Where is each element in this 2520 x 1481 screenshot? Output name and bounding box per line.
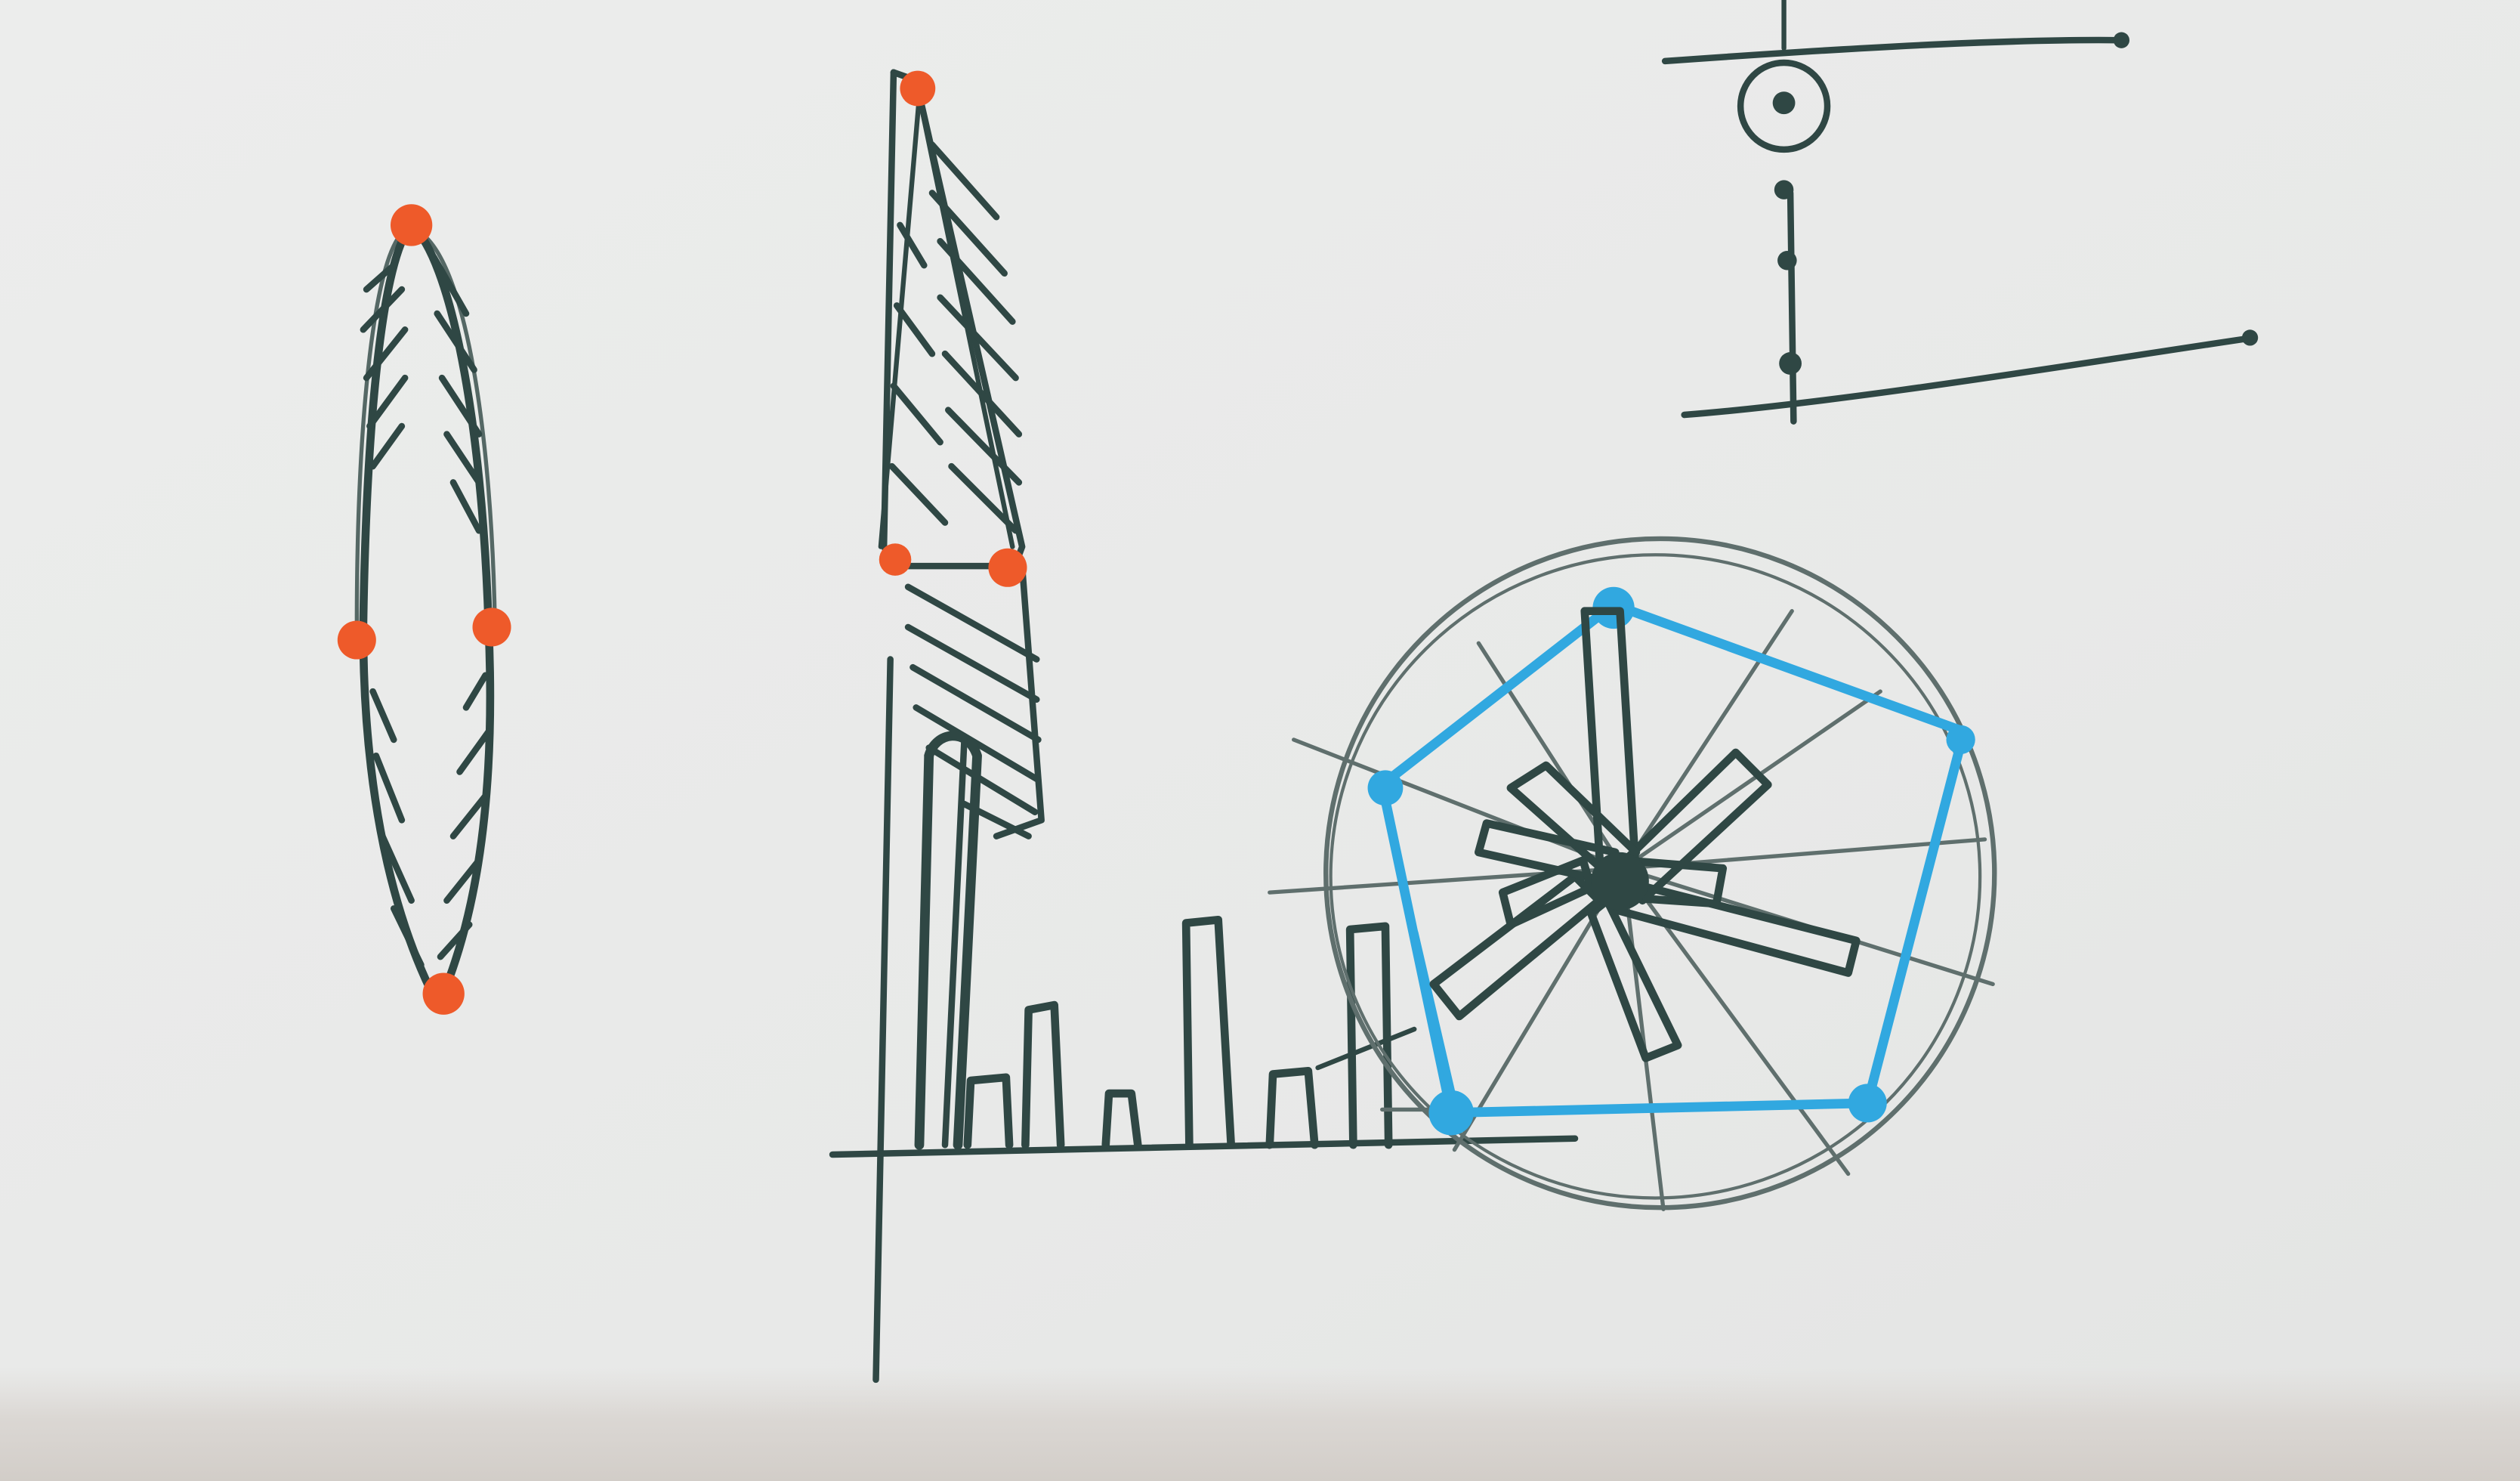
wheel-hub [1591, 852, 1649, 911]
paper-bottom-shadow [0, 1367, 2520, 1481]
